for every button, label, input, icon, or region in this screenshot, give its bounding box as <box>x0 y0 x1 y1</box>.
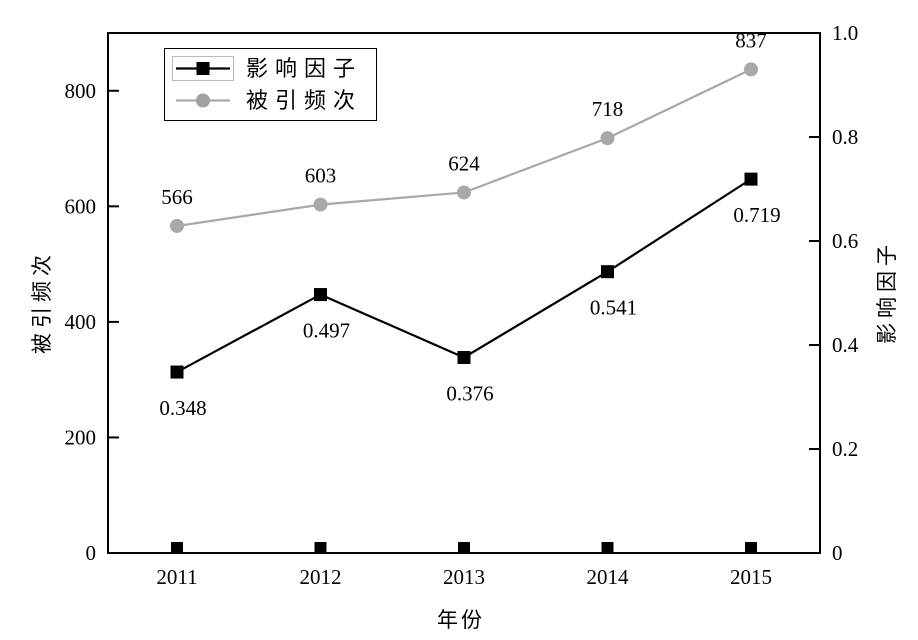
data-point-circle <box>744 62 758 77</box>
baseline-square-marker <box>601 542 614 554</box>
left-axis-tick-label: 200 <box>65 425 97 449</box>
right-axis-title: 影响因子 <box>875 240 899 344</box>
x-axis-tick-label: 2013 <box>443 565 485 589</box>
series-line-影响因子 <box>176 178 752 374</box>
x-axis-tick-label: 2014 <box>587 565 630 589</box>
data-point-label: 0.497 <box>303 319 350 343</box>
data-point-square <box>314 288 327 302</box>
right-axis-tick-label: 0.6 <box>832 229 858 253</box>
legend-label-impact-factor: 影响因子 <box>246 55 363 81</box>
right-axis-tick-label: 0 <box>832 541 843 565</box>
data-point-label: 0.348 <box>159 396 206 420</box>
x-axis-title: 年份 <box>437 608 485 632</box>
data-point-label: 566 <box>161 185 193 209</box>
data-point-square <box>457 350 471 364</box>
left-axis-tick-label: 400 <box>65 310 97 334</box>
legend-label-citations: 被引频次 <box>246 87 363 113</box>
data-point-label: 0.719 <box>733 203 780 227</box>
data-point-square <box>601 265 614 279</box>
left-axis-title: 被引频次 <box>30 250 54 354</box>
left-axis-tick-label: 800 <box>65 79 97 103</box>
data-point-label: 0.376 <box>446 381 493 405</box>
left-axis-tick-label: 0 <box>86 541 97 565</box>
x-axis-tick-label: 2015 <box>730 565 772 589</box>
chart-legend: 影响因子 被引频次 <box>164 48 378 121</box>
legend-item-impact-factor: 影响因子 <box>172 53 362 84</box>
legend-item-citations: 被引频次 <box>172 85 362 116</box>
black-square-line-icon <box>176 62 230 75</box>
gray-circle-line-icon <box>176 93 230 108</box>
baseline-square-marker <box>458 542 470 554</box>
legend-sample-impact-factor <box>172 56 234 81</box>
right-axis-tick-label: 0.8 <box>832 125 858 149</box>
data-point-square <box>170 365 184 379</box>
x-axis-tick-label: 2011 <box>156 565 197 589</box>
baseline-square-marker <box>171 542 183 554</box>
data-point-label: 837 <box>735 28 767 52</box>
right-axis-tick-label: 0.4 <box>832 333 859 357</box>
legend-sample-citations <box>172 88 234 113</box>
right-axis-tick-label: 0.2 <box>832 437 858 461</box>
baseline-square-marker <box>745 542 757 554</box>
data-point-circle <box>313 197 328 212</box>
data-point-label: 603 <box>305 164 337 188</box>
baseline-square-marker <box>314 542 327 554</box>
data-point-square <box>744 172 758 186</box>
data-point-label: 718 <box>592 97 624 121</box>
data-point-circle <box>600 131 615 146</box>
right-axis-tick-label: 1.0 <box>832 21 858 45</box>
data-point-circle <box>170 218 184 233</box>
data-point-circle <box>457 185 471 200</box>
x-axis-tick-label: 2012 <box>300 565 342 589</box>
left-axis-tick-label: 600 <box>65 194 97 218</box>
data-point-label: 0.541 <box>590 296 637 320</box>
data-point-label: 624 <box>448 151 480 175</box>
